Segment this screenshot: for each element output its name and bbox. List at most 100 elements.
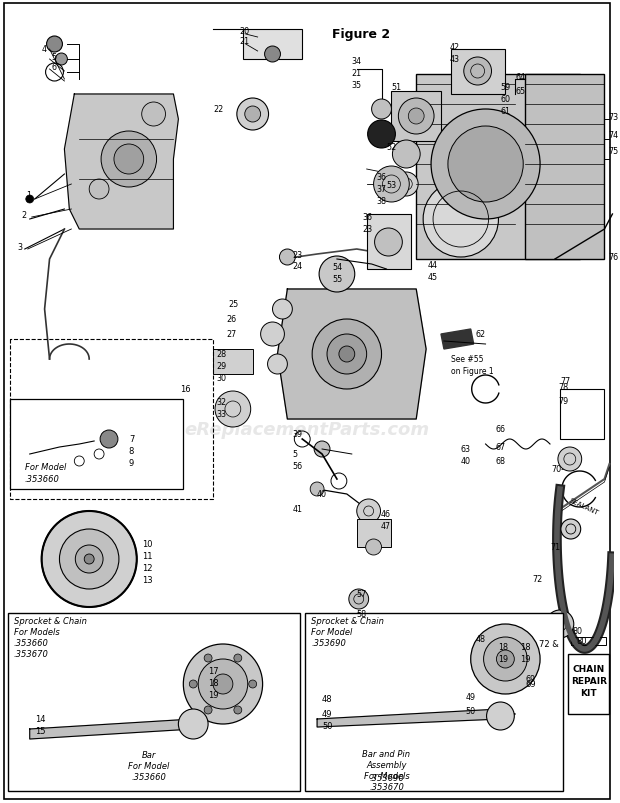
Text: .353660: .353660 [25,475,60,484]
Text: 63: 63 [461,445,471,454]
Text: 29: 29 [216,362,226,371]
Circle shape [409,109,424,124]
Circle shape [189,680,197,688]
Text: 59: 59 [500,84,511,92]
Text: 4: 4 [42,46,46,55]
Bar [571,638,606,645]
Circle shape [374,167,409,202]
Text: 12: 12 [142,564,152,573]
Text: See #55: See #55 [451,355,484,364]
Circle shape [561,520,581,540]
Text: 32: 32 [216,398,226,407]
Text: 19: 19 [498,654,508,663]
Text: 19: 19 [208,691,219,699]
Text: 41: 41 [293,505,303,514]
Text: For Models: For Models [14,628,60,637]
Bar [451,50,505,95]
Text: 34: 34 [352,58,362,67]
Text: 61: 61 [500,108,510,116]
Circle shape [371,100,391,120]
Circle shape [101,132,157,188]
Text: 6: 6 [51,63,56,72]
Circle shape [448,127,523,202]
Circle shape [142,103,166,127]
Text: 64: 64 [515,73,525,83]
Text: 47: 47 [381,522,391,531]
Circle shape [84,554,94,565]
Circle shape [464,58,492,86]
Text: eReplacementParts.com: eReplacementParts.com [185,421,430,438]
Circle shape [374,229,402,257]
Text: Figure 2: Figure 2 [332,28,390,41]
Polygon shape [278,290,426,419]
Circle shape [100,430,118,448]
Circle shape [366,540,381,556]
Text: 21: 21 [352,69,362,79]
Text: 11: 11 [142,552,152,560]
Circle shape [349,589,369,609]
Text: 79: 79 [558,397,568,406]
Text: SEALANT: SEALANT [569,497,600,516]
Circle shape [26,196,33,204]
Text: 33: 33 [216,410,226,419]
Circle shape [198,659,248,709]
Circle shape [558,447,582,471]
Bar [391,92,441,142]
Text: 37: 37 [376,185,387,194]
Circle shape [368,120,396,149]
Text: 9: 9 [129,459,134,468]
Text: 18: 18 [520,642,531,652]
Circle shape [319,257,355,292]
Text: 53: 53 [386,181,397,190]
Text: 39: 39 [293,430,303,439]
Circle shape [356,499,381,524]
Text: For Model: For Model [311,628,353,637]
Text: 3: 3 [18,243,23,252]
Text: KIT: KIT [580,689,597,698]
Text: 44: 44 [428,261,438,270]
Bar [366,214,411,270]
Text: 66: 66 [495,425,505,434]
Circle shape [215,392,250,427]
Circle shape [46,37,63,53]
Polygon shape [64,95,179,230]
Text: For Models: For Models [363,772,409,781]
Text: 23: 23 [363,225,373,234]
Text: 16: 16 [180,385,191,394]
Text: 69: 69 [525,679,536,689]
Text: 51: 51 [391,84,402,92]
Bar [525,75,604,259]
Text: 80: 80 [577,637,587,646]
Text: 76: 76 [608,253,619,262]
Text: 23: 23 [293,251,303,259]
Text: 5: 5 [51,54,56,63]
Text: 36: 36 [376,173,386,182]
Text: 28: 28 [216,350,226,359]
Bar [243,30,302,60]
Circle shape [471,624,540,694]
Text: 69: 69 [525,675,535,683]
Bar [10,400,184,489]
Text: Sprocket & Chain: Sprocket & Chain [311,617,384,626]
Text: 60: 60 [500,96,510,104]
Text: 24: 24 [293,262,303,271]
Text: 2: 2 [22,210,27,219]
Text: 72 &: 72 & [539,640,559,649]
Text: .353670: .353670 [14,650,49,658]
Text: 62: 62 [476,330,486,339]
Text: For Model: For Model [128,761,169,771]
Circle shape [353,613,365,626]
Text: 15: 15 [35,727,45,736]
Circle shape [114,145,144,175]
Circle shape [310,483,324,496]
Circle shape [179,709,208,739]
Text: 1: 1 [26,190,31,199]
Text: 46: 46 [381,510,391,519]
Text: 40: 40 [317,490,327,499]
Text: 71: 71 [550,543,560,552]
Text: 8: 8 [129,447,134,456]
Bar [8,613,300,791]
Text: Assembly: Assembly [366,760,407,769]
Text: 74: 74 [608,130,619,140]
Text: 77: 77 [560,377,570,386]
